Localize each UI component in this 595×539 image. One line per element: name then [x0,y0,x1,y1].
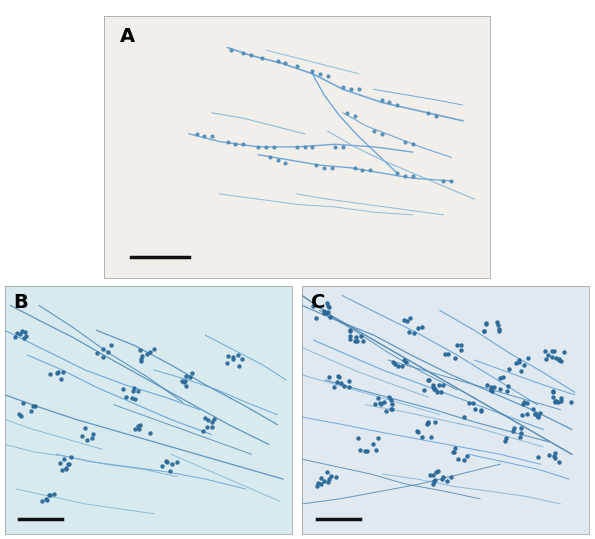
Text: C: C [311,293,325,312]
Text: B: B [13,293,28,312]
Text: A: A [120,26,134,46]
